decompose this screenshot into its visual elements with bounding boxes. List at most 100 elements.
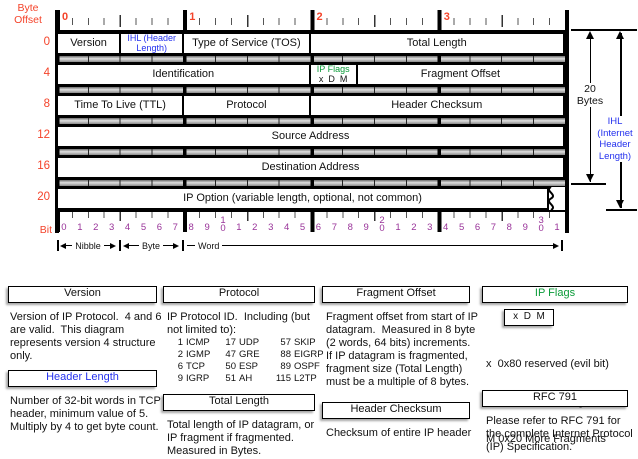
ip-flags-label: IP Flags (316, 64, 350, 74)
protocol-name: IGRP (186, 373, 210, 384)
bit-tick-strip (56, 148, 565, 156)
bit-number: 8 (183, 214, 199, 233)
scale-row: Nibble Byte Word (56, 240, 565, 253)
field-label: Time To Live (TTL) (74, 99, 166, 111)
bit-number: 4 (438, 214, 454, 233)
protocol-name: AH (239, 373, 253, 384)
protocol-name: IGMP (186, 349, 211, 360)
note-fragment-offset-title: Fragment Offset (322, 286, 470, 303)
20bytes-arrow-line (589, 33, 591, 182)
ip-flags-bits-label: x D M (318, 73, 348, 84)
protocol-name: GRE (239, 349, 260, 360)
scale-separator-bar (561, 240, 563, 251)
protocol-name: TCP (186, 361, 205, 372)
bit-number-digit: 2 (379, 215, 385, 226)
bracket-ihl-bottom-cap (606, 209, 637, 211)
field-label: Destination Address (261, 161, 360, 173)
protocol-name: L2TP (294, 373, 317, 384)
word-span: Word (187, 240, 559, 251)
field-version: Version (58, 34, 122, 53)
field-label: Protocol (226, 99, 267, 111)
header-row-offset-20: IP Option (variable length, optional, no… (56, 186, 554, 211)
bit-number-digit: 3 (538, 215, 544, 226)
bit-number-digit: 3 (109, 222, 115, 233)
protocol-number: 9 (177, 373, 183, 384)
protocol-table-row: 9 IGRP 51 AH 115 L2TP (169, 373, 325, 385)
twenty-bytes-label: 20 Bytes (573, 83, 607, 107)
field-label: Fragment Offset (420, 68, 501, 80)
field-label: Header Checksum (391, 99, 483, 111)
field-label: Version (70, 37, 107, 49)
bit-number-digit: 4 (283, 222, 290, 233)
protocol-number: 88 (280, 349, 291, 360)
byte-offset-number: 0 (43, 36, 50, 48)
bit-number: 1 (231, 214, 247, 233)
bracket-20bytes-bottom-cap (571, 183, 606, 185)
protocol-number: 50 (225, 361, 236, 372)
right-arrow-icon (110, 242, 117, 249)
protocol-name: SKIP (294, 337, 316, 348)
field-label: Source Address (271, 130, 350, 142)
bit-number-digit: 1 (395, 222, 401, 233)
bit-number-digit: 8 (347, 222, 353, 233)
scale-separator-bar (118, 240, 121, 251)
protocol-table-row: 6 TCP 50 ESP 89 OSPF (169, 361, 325, 373)
field-ip-flags: IP Flags x D M (311, 64, 358, 84)
protocol-number: 57 (280, 337, 291, 348)
protocol-number: 17 (225, 337, 236, 348)
protocol-number: 1 (177, 337, 183, 348)
top-ruler-number: 2 (316, 11, 323, 23)
ihl-side-label: IHL (Internet Header Length) (592, 116, 638, 162)
bit-number: 9 (199, 214, 215, 233)
bit-number: 7 (167, 214, 183, 233)
bit-number: 6 (470, 214, 486, 233)
byte-offset-number: 16 (37, 160, 50, 172)
bit-number: 2 (406, 214, 422, 233)
bit-number-digit: 6 (156, 222, 163, 233)
up-arrow-icon (616, 31, 624, 39)
bit-number: 4 (279, 214, 295, 233)
byte-offset-number: 4 (43, 67, 50, 79)
bit-number-digit: 5 (299, 222, 306, 233)
bit-number-digit: 9 (522, 222, 528, 233)
note-total-length-body: Total length of IP datagram, or IP fragm… (167, 419, 318, 457)
bit-number: 1 (390, 214, 406, 233)
header-row-offset-4: Identification IP Flags x D M Fragment Offs… (56, 63, 565, 86)
bit-number-digit: 9 (363, 222, 369, 233)
down-arrow-icon (616, 200, 624, 208)
bit-number-digit: 5 (140, 222, 147, 233)
bit-number-digit: 1 (220, 215, 226, 226)
bit-number: 7 (485, 214, 501, 233)
bit-number-digit: 4 (124, 222, 131, 233)
bit-tick-strip (56, 55, 565, 63)
bit-number: 3 (422, 214, 438, 233)
bit-number-digit: 7 (490, 222, 497, 233)
field-time-to-live-ttl: Time To Live (TTL) (58, 96, 185, 115)
bit-tick-strip (56, 179, 565, 187)
bit-number: 5 (136, 214, 152, 233)
protocol-name: ICMP (186, 337, 210, 348)
field-label-line: Length) (136, 42, 167, 53)
bit-number: 7 (326, 214, 342, 233)
bit-number: 6 (311, 214, 327, 233)
bit-number: 1 (549, 214, 565, 233)
header-row-offset-8: Time To Live (TTL) Protocol Header Checksu… (56, 94, 565, 117)
bit-number-digit: 1 (236, 222, 242, 233)
bit-number: 2 (88, 214, 104, 233)
note-rfc-title: RFC 791 (482, 390, 628, 407)
note-header-length-body: Number of 32-bit words in TCP header, mi… (10, 395, 161, 433)
bit-number-digit: 2 (411, 222, 417, 233)
header-row-offset-0: Version IHL (Header Length) Type of Service… (56, 32, 565, 55)
protocol-number: 47 (225, 349, 236, 360)
bit-number-digit: 8 (188, 222, 194, 233)
bit-label: Bit (39, 224, 52, 236)
field-label: Type of Service (TOS) (192, 37, 301, 49)
bit-number-digit: 0 (220, 222, 226, 234)
bit-number-digit: 1 (77, 222, 83, 233)
field-total-length: Total Length (311, 34, 564, 53)
bit-number: 8 (501, 214, 517, 233)
